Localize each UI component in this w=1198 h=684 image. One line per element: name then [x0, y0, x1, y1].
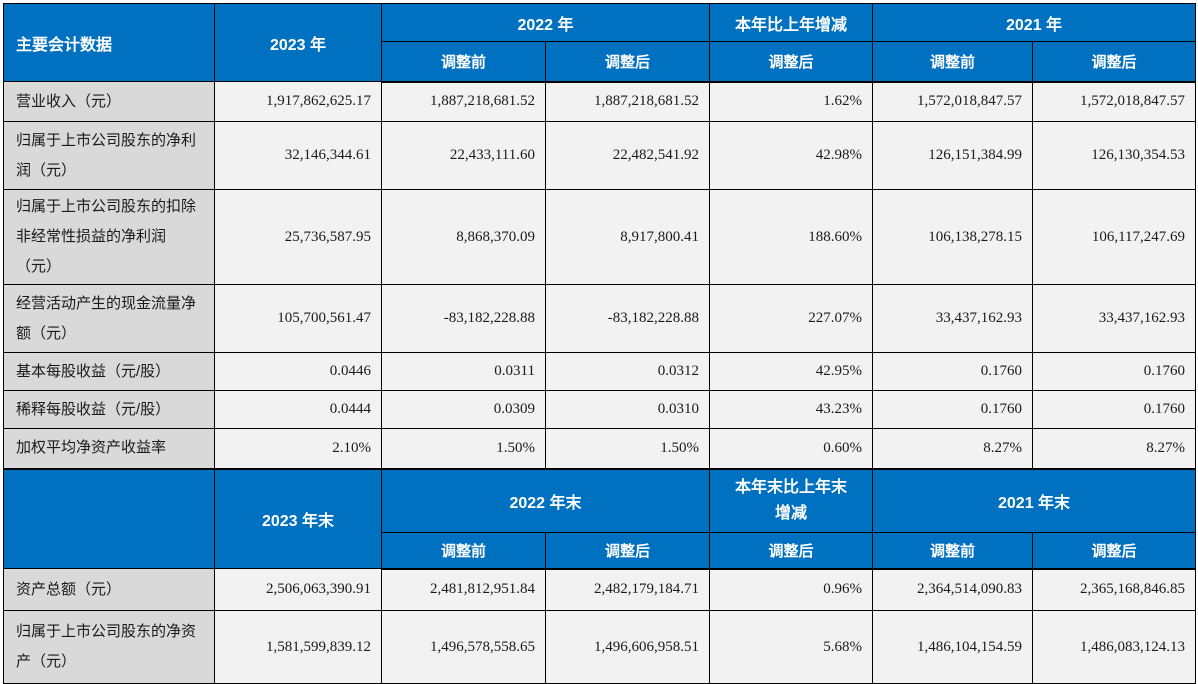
- cell-2022-pre: 1,496,578,558.65: [381, 610, 546, 684]
- cell-2021-post: 0.1760: [1032, 352, 1197, 391]
- table-row: 营业收入（元） 1,917,862,625.17 1,887,218,681.5…: [3, 81, 1197, 122]
- col-header-2022: 2022 年: [380, 3, 711, 42]
- cell-2022-pre: 22,433,111.60: [381, 121, 546, 190]
- cell-2021-post: 8.27%: [1032, 428, 1197, 469]
- cell-2023: 1,917,862,625.17: [214, 81, 382, 122]
- cell-2021-pre: 0.1760: [872, 352, 1034, 391]
- row-label: 资产总额（元）: [3, 568, 215, 611]
- cell-2021-post: 1,486,083,124.13: [1032, 610, 1197, 684]
- subheader-2022-pre-adjust: 调整前: [381, 41, 546, 83]
- cell-2023: 0.0444: [214, 390, 382, 429]
- cell-2021-pre: 2,364,514,090.83: [872, 568, 1034, 611]
- table-row: 稀释每股收益（元/股） 0.0444 0.0309 0.0310 43.23% …: [3, 390, 1197, 429]
- table-row: 归属于上市公司股东的扣除非经常性损益的净利润（元） 25,736,587.95 …: [3, 189, 1197, 285]
- row-label: 加权平均净资产收益率: [3, 428, 215, 469]
- cell-2022-pre: 1.50%: [381, 428, 546, 469]
- cell-change: 227.07%: [709, 284, 874, 353]
- cell-2022-post: 0.0310: [544, 390, 711, 429]
- table-row: 资产总额（元） 2,506,063,390.91 2,481,812,951.8…: [3, 568, 1197, 611]
- table-row: 归属于上市公司股东的净利润（元） 32,146,344.61 22,433,11…: [3, 121, 1197, 190]
- cell-2021-pre: 0.1760: [872, 390, 1034, 429]
- cell-2021-post: 106,117,247.69: [1032, 189, 1197, 285]
- cell-2022-post: 1,496,606,958.51: [544, 610, 711, 684]
- cell-2022-post: 8,917,800.41: [544, 189, 711, 285]
- table-row: 归属于上市公司股东的净资产（元） 1,581,599,839.12 1,496,…: [3, 610, 1197, 684]
- subheader-2021-post-adjust: 调整后: [1032, 41, 1197, 83]
- cell-2021-pre: 1,486,104,154.59: [872, 610, 1034, 684]
- corner-header-main-data: 主要会计数据: [3, 3, 215, 82]
- cell-2023: 105,700,561.47: [214, 284, 382, 353]
- table-row: 加权平均净资产收益率 2.10% 1.50% 1.50% 0.60% 8.27%…: [3, 428, 1197, 469]
- cell-change: 188.60%: [709, 189, 874, 285]
- cell-2022-post: 1,887,218,681.52: [544, 81, 711, 122]
- cell-2021-pre: 106,138,278.15: [872, 189, 1034, 285]
- cell-2023: 2,506,063,390.91: [214, 568, 382, 611]
- col-header-yoy-change: 本年比上年增减: [709, 3, 874, 42]
- cell-2021-post: 126,130,354.53: [1032, 121, 1197, 190]
- subheader-2021end-pre-adjust: 调整前: [872, 532, 1034, 570]
- key-accounting-data-table: 主要会计数据 2023 年 2022 年 本年比上年增减 2021 年 调整前 …: [3, 3, 1197, 684]
- cell-2022-post: 2,482,179,184.71: [544, 568, 711, 611]
- cell-change: 42.98%: [709, 121, 874, 190]
- subheader-2021-pre-adjust: 调整前: [872, 41, 1034, 83]
- cell-2021-pre: 8.27%: [872, 428, 1034, 469]
- cell-2022-pre: 0.0309: [381, 390, 546, 429]
- cell-2022-post: 0.0312: [544, 352, 711, 391]
- table-row: 经营活动产生的现金流量净额（元） 105,700,561.47 -83,182,…: [3, 284, 1197, 353]
- col-header-2021: 2021 年: [872, 3, 1197, 42]
- cell-2022-pre: 1,887,218,681.52: [381, 81, 546, 122]
- cell-2022-pre: -83,182,228.88: [381, 284, 546, 353]
- row-label: 经营活动产生的现金流量净额（元）: [3, 284, 215, 353]
- cell-2021-pre: 126,151,384.99: [872, 121, 1034, 190]
- cell-2023: 32,146,344.61: [214, 121, 382, 190]
- col-header-2021-end: 2021 年末: [872, 467, 1197, 533]
- row-label: 营业收入（元）: [3, 81, 215, 122]
- row-label: 归属于上市公司股东的净利润（元）: [3, 121, 215, 190]
- cell-2021-post: 0.1760: [1032, 390, 1197, 429]
- cell-2021-post: 2,365,168,846.85: [1032, 568, 1197, 611]
- row-label: 归属于上市公司股东的净资产（元）: [3, 610, 215, 684]
- cell-2021-pre: 1,572,018,847.57: [872, 81, 1034, 122]
- cell-2021-post: 33,437,162.93: [1032, 284, 1197, 353]
- row-label: 归属于上市公司股东的扣除非经常性损益的净利润（元）: [3, 189, 215, 285]
- corner-header-blank: [3, 467, 215, 569]
- cell-change: 0.60%: [709, 428, 874, 469]
- subheader-2022end-pre-adjust: 调整前: [381, 532, 546, 570]
- col-header-2023: 2023 年: [214, 3, 382, 82]
- subheader-end-change-post-adjust: 调整后: [709, 532, 874, 570]
- cell-2023: 2.10%: [214, 428, 382, 469]
- cell-change: 0.96%: [709, 568, 874, 611]
- row-label: 稀释每股收益（元/股）: [3, 390, 215, 429]
- cell-2021-pre: 33,437,162.93: [872, 284, 1034, 353]
- cell-2022-post: -83,182,228.88: [544, 284, 711, 353]
- cell-change: 5.68%: [709, 610, 874, 684]
- cell-change: 43.23%: [709, 390, 874, 429]
- cell-change: 1.62%: [709, 81, 874, 122]
- col-header-2022-end: 2022 年末: [380, 467, 711, 533]
- subheader-change-post-adjust: 调整后: [709, 41, 874, 83]
- row-label: 基本每股收益（元/股）: [3, 352, 215, 391]
- col-header-yearend-change: 本年末比上年末增减: [709, 467, 874, 533]
- cell-2021-post: 1,572,018,847.57: [1032, 81, 1197, 122]
- cell-change: 42.95%: [709, 352, 874, 391]
- cell-2023: 25,736,587.95: [214, 189, 382, 285]
- col-header-2023-end: 2023 年末: [214, 467, 382, 569]
- subheader-2022end-post-adjust: 调整后: [544, 532, 711, 570]
- cell-2022-post: 1.50%: [544, 428, 711, 469]
- cell-2022-pre: 2,481,812,951.84: [381, 568, 546, 611]
- subheader-2022-post-adjust: 调整后: [544, 41, 711, 83]
- subheader-2021end-post-adjust: 调整后: [1032, 532, 1197, 570]
- cell-2023: 0.0446: [214, 352, 382, 391]
- cell-2023: 1,581,599,839.12: [214, 610, 382, 684]
- table-row: 基本每股收益（元/股） 0.0446 0.0311 0.0312 42.95% …: [3, 352, 1197, 391]
- cell-2022-post: 22,482,541.92: [544, 121, 711, 190]
- cell-2022-pre: 0.0311: [381, 352, 546, 391]
- cell-2022-pre: 8,868,370.09: [381, 189, 546, 285]
